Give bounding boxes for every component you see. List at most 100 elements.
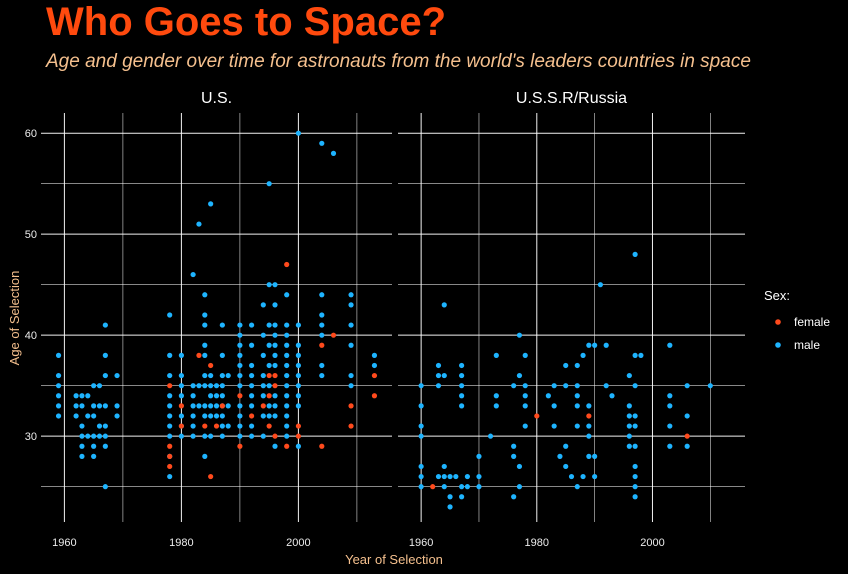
data-point <box>102 484 108 490</box>
data-point <box>435 383 442 389</box>
data-point <box>284 372 290 379</box>
data-point <box>260 383 266 389</box>
chart-subtitle: Age and gender over time for astronauts … <box>46 51 751 72</box>
data-point <box>202 352 208 358</box>
data-point <box>190 383 196 389</box>
data-point <box>476 473 482 480</box>
data-point <box>319 443 325 449</box>
y-tick-label: 30 <box>25 431 37 443</box>
data-point <box>638 352 644 358</box>
data-point <box>534 413 540 419</box>
data-point <box>260 393 266 399</box>
data-point <box>196 352 202 358</box>
data-point <box>272 413 278 419</box>
data-point <box>441 473 447 480</box>
data-point <box>580 473 586 480</box>
panel-strips: U.S. U.S.S.R/Russia <box>201 90 627 107</box>
data-point <box>272 322 278 328</box>
data-point <box>219 413 225 419</box>
data-point <box>167 383 173 389</box>
x-tick-label: 2000 <box>640 537 664 549</box>
data-point <box>208 393 214 399</box>
data-point <box>237 403 243 409</box>
data-point <box>202 403 208 409</box>
data-point <box>219 383 225 389</box>
data-point <box>225 403 231 409</box>
data-point <box>348 383 354 389</box>
data-point <box>260 332 266 338</box>
data-point <box>102 403 108 409</box>
data-point <box>208 413 214 419</box>
data-point <box>237 383 243 389</box>
data-point <box>348 372 354 379</box>
data-point <box>371 372 378 379</box>
data-point <box>545 393 551 399</box>
data-point <box>626 433 632 439</box>
data-point <box>196 383 202 389</box>
data-point <box>295 352 301 358</box>
data-point <box>266 413 272 419</box>
data-point <box>348 302 354 308</box>
data-point <box>178 433 184 439</box>
data-point <box>295 372 301 379</box>
data-point <box>266 383 272 389</box>
data-point <box>551 383 557 389</box>
data-point <box>237 322 243 328</box>
data-point <box>91 413 97 419</box>
data-point <box>459 372 465 379</box>
data-point <box>178 423 184 429</box>
data-point <box>295 130 301 136</box>
data-point <box>632 463 638 470</box>
data-point <box>574 423 580 429</box>
data-point <box>190 403 196 409</box>
data-point <box>272 433 278 439</box>
data-point <box>516 372 523 379</box>
data-point <box>295 383 301 389</box>
data-point <box>284 322 290 328</box>
legend-title: Sex: <box>764 288 790 303</box>
data-point <box>219 372 225 379</box>
data-point <box>190 423 196 429</box>
data-point <box>167 453 173 459</box>
data-point <box>284 342 290 348</box>
data-point <box>632 484 638 490</box>
data-point <box>418 473 424 480</box>
data-point <box>371 352 378 358</box>
data-point <box>260 403 266 409</box>
data-point <box>348 423 354 429</box>
data-point <box>684 443 690 449</box>
data-point <box>284 362 290 369</box>
data-point <box>319 342 325 348</box>
data-point <box>237 342 243 348</box>
data-point <box>208 433 214 439</box>
data-point <box>260 433 266 439</box>
data-point <box>418 383 424 389</box>
data-point <box>167 433 173 439</box>
data-point <box>441 463 447 470</box>
data-point <box>464 473 470 480</box>
data-point <box>272 403 278 409</box>
data-point <box>213 423 220 429</box>
data-point <box>435 473 442 480</box>
data-point <box>586 342 592 348</box>
data-point <box>91 443 97 449</box>
data-point <box>626 443 632 449</box>
data-point <box>284 403 290 409</box>
data-point <box>266 393 272 399</box>
data-point <box>592 342 598 348</box>
data-point <box>609 393 615 399</box>
data-point <box>266 282 272 288</box>
data-point <box>178 413 184 419</box>
data-point <box>272 393 278 399</box>
data-point <box>167 463 173 470</box>
data-point <box>190 271 196 278</box>
data-point <box>114 403 120 409</box>
data-point <box>167 372 173 379</box>
data-point <box>219 393 225 399</box>
legend-label: female <box>794 315 830 329</box>
data-point <box>102 423 108 429</box>
data-point <box>441 372 447 379</box>
data-point <box>684 433 690 439</box>
data-point <box>516 484 523 490</box>
